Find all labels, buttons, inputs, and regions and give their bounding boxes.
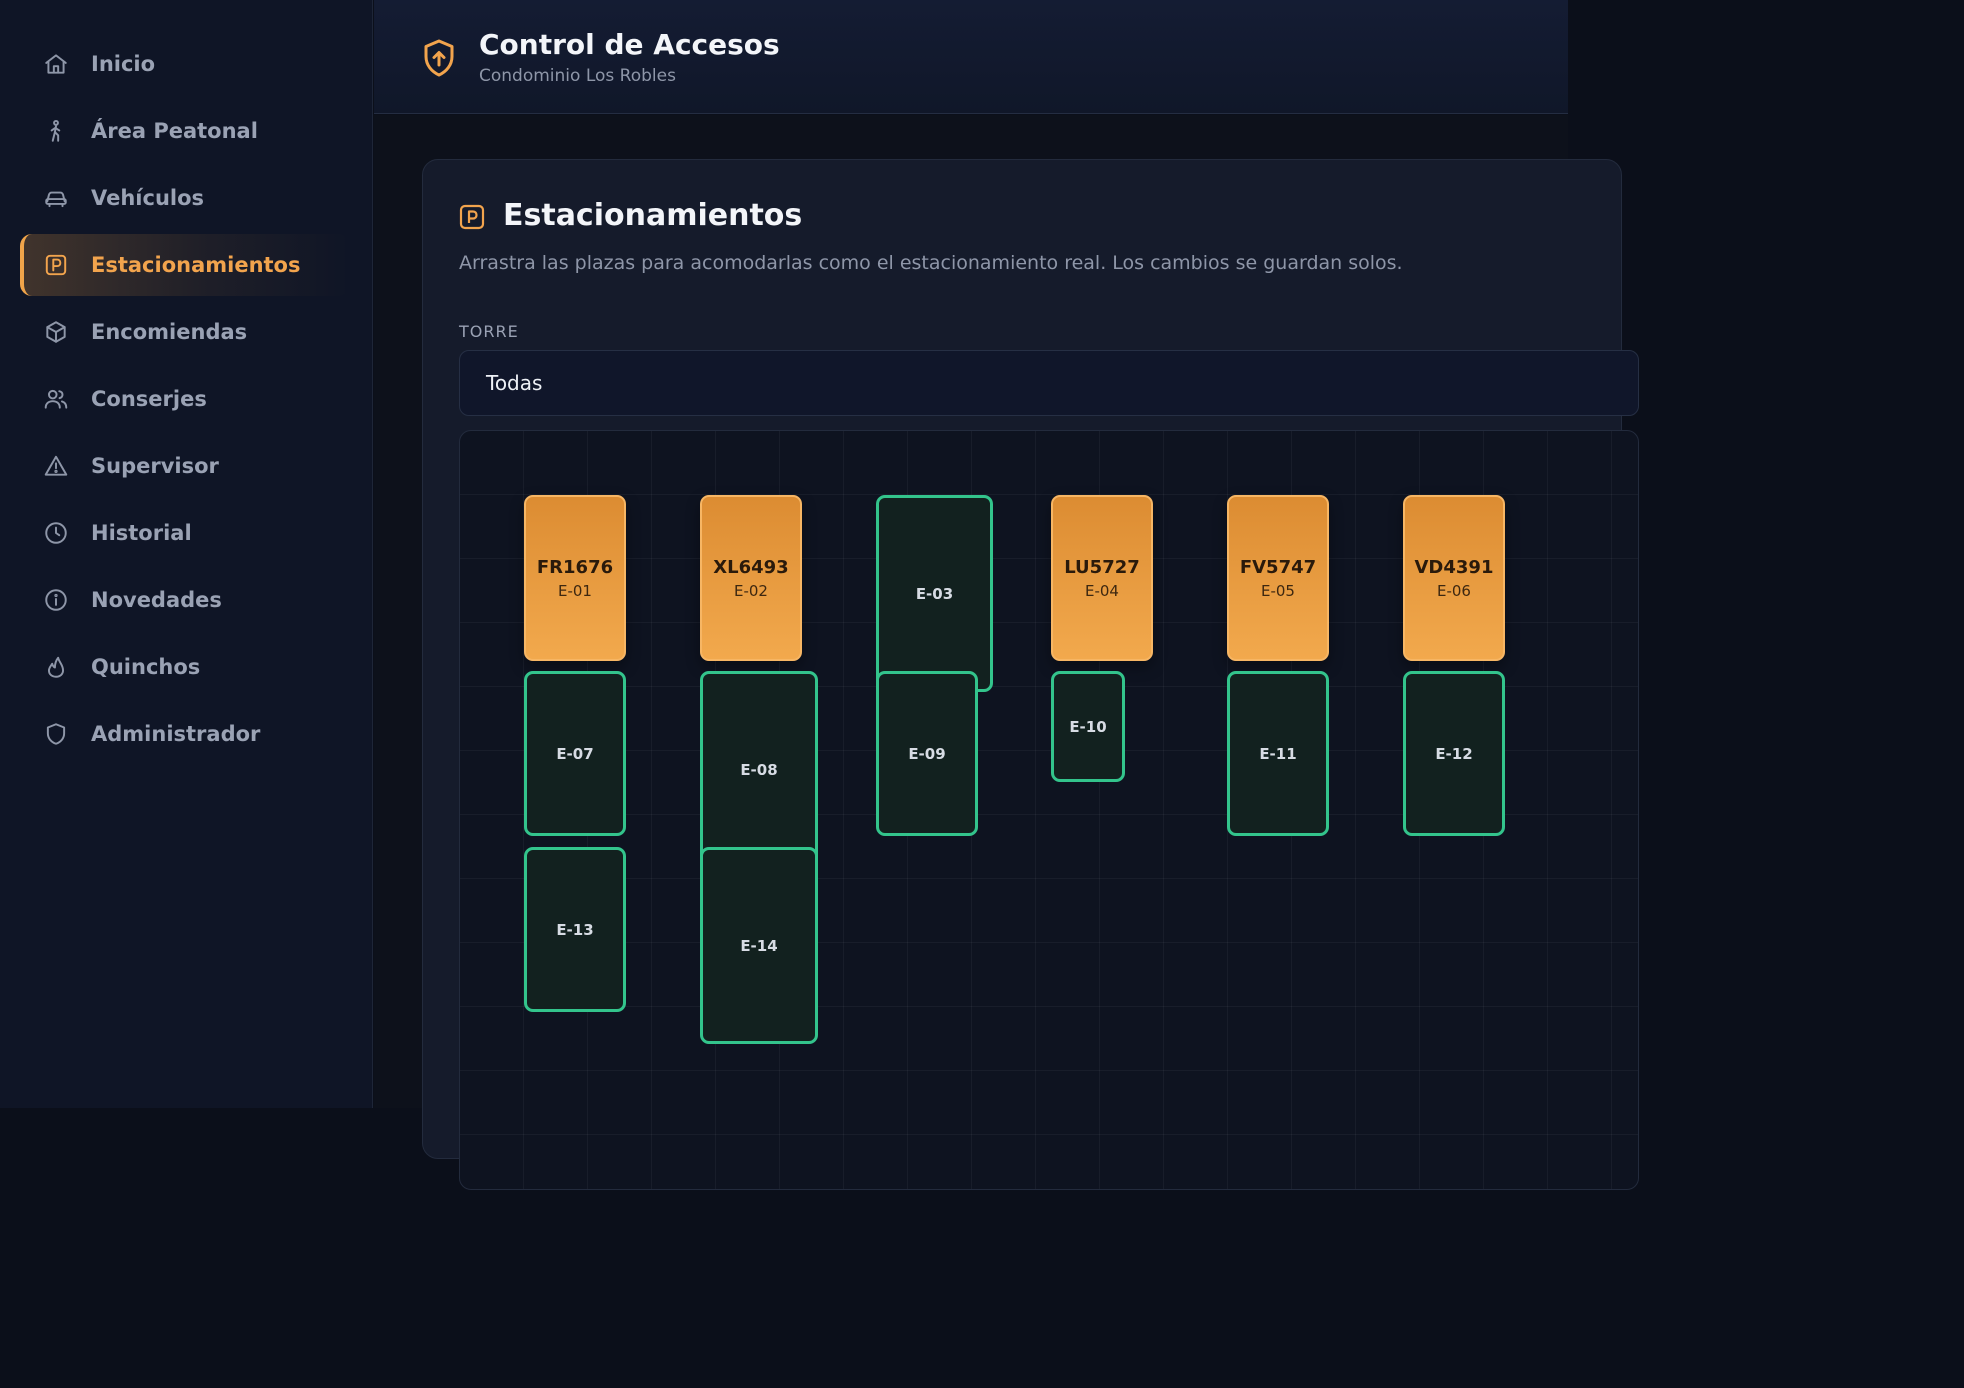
sidebar-item-label: Supervisor	[91, 454, 219, 478]
warning-icon	[42, 452, 70, 480]
parking-spot-e-01[interactable]: FR1676 E-01	[524, 495, 626, 661]
sidebar-item-quinchos[interactable]: Quinchos	[20, 636, 350, 698]
sidebar-item-vehiculos[interactable]: Vehículos	[20, 167, 350, 229]
sidebar-item-estacionamientos[interactable]: Estacionamientos	[20, 234, 350, 296]
parking-spot-e-02[interactable]: XL6493 E-02	[700, 495, 802, 661]
sidebar-item-supervisor[interactable]: Supervisor	[20, 435, 350, 497]
flame-icon	[42, 653, 70, 681]
parking-spot-e-07[interactable]: E-07	[524, 671, 626, 836]
spot-code: E-01	[558, 581, 592, 600]
spot-code: E-13	[556, 920, 594, 939]
sidebar-item-label: Encomiendas	[91, 320, 248, 344]
home-icon	[42, 50, 70, 78]
sidebar-item-label: Conserjes	[91, 387, 207, 411]
spot-code: E-12	[1435, 744, 1473, 763]
spot-plate: LU5727	[1064, 556, 1140, 578]
sidebar-item-label: Historial	[91, 521, 192, 545]
spot-code: E-14	[740, 936, 778, 955]
info-icon	[42, 586, 70, 614]
spot-plate: XL6493	[713, 556, 789, 578]
parking-spot-e-14[interactable]: E-14	[700, 847, 818, 1044]
spot-code: E-02	[734, 581, 768, 600]
spot-code: E-04	[1085, 581, 1119, 600]
parking-spot-e-11[interactable]: E-11	[1227, 671, 1329, 836]
users-icon	[42, 385, 70, 413]
parking-spot-e-08[interactable]: E-08	[700, 671, 818, 868]
app: Inicio Área Peatonal Vehículos Estaciona…	[0, 0, 1639, 1190]
section-title: Estacionamientos	[503, 198, 803, 233]
spot-code: E-05	[1261, 581, 1295, 600]
parking-spot-e-10[interactable]: E-10	[1051, 671, 1125, 782]
spot-plate: FV5747	[1239, 556, 1317, 578]
parking-spot-e-12[interactable]: E-12	[1403, 671, 1505, 836]
sidebar-item-label: Inicio	[91, 52, 156, 76]
parking-icon	[459, 204, 485, 230]
spot-code: E-08	[740, 760, 778, 779]
spot-code: E-06	[1437, 581, 1471, 600]
parking-card: Estacionamientos Arrastra las plazas par…	[422, 159, 1639, 1190]
sidebar-item-label: Área Peatonal	[91, 119, 258, 143]
car-icon	[42, 184, 70, 212]
parking-grid[interactable]: FR1676 E-01 XL6493 E-02 E-03 LU5727 E-04…	[459, 430, 1639, 1190]
sidebar-item-encomiendas[interactable]: Encomiendas	[20, 301, 350, 363]
parking-spot-e-13[interactable]: E-13	[524, 847, 626, 1012]
sidebar-item-historial[interactable]: Historial	[20, 502, 350, 564]
section-description: Arrastra las plazas para acomodarlas com…	[459, 252, 1403, 274]
parking-spot-e-09[interactable]: E-09	[876, 671, 978, 836]
sidebar-item-administrador[interactable]: Administrador	[20, 703, 350, 765]
parking-icon	[42, 251, 70, 279]
parking-spot-e-05[interactable]: FV5747 E-05	[1227, 495, 1329, 661]
package-icon	[42, 318, 70, 346]
walking-icon	[42, 117, 70, 145]
main-content: Estacionamientos Arrastra las plazas par…	[374, 115, 1639, 1190]
spot-plate: FR1676	[536, 556, 614, 578]
spot-code: E-07	[556, 744, 594, 763]
tower-label: TORRE	[459, 322, 519, 341]
shield-arrow-icon	[424, 39, 454, 77]
tower-select[interactable]: Todas	[459, 350, 1639, 416]
sidebar-item-label: Estacionamientos	[91, 253, 301, 277]
spot-code: E-11	[1259, 744, 1297, 763]
sidebar-item-label: Vehículos	[91, 186, 205, 210]
sidebar-item-label: Administrador	[91, 722, 261, 746]
shield-icon	[42, 720, 70, 748]
sidebar-item-label: Novedades	[91, 588, 222, 612]
sidebar-item-label: Quinchos	[91, 655, 201, 679]
parking-spot-e-03[interactable]: E-03	[876, 495, 993, 692]
spot-code: E-03	[915, 584, 954, 603]
sidebar-item-novedades[interactable]: Novedades	[20, 569, 350, 631]
sidebar-item-conserjes[interactable]: Conserjes	[20, 368, 350, 430]
app-header: Control de Accesos Condominio Los Robles	[374, 0, 1568, 114]
spot-plate: VD4391	[1414, 556, 1494, 578]
sidebar-item-inicio[interactable]: Inicio	[20, 33, 350, 95]
parking-spot-e-04[interactable]: LU5727 E-04	[1051, 495, 1153, 661]
app-subtitle: Condominio Los Robles	[479, 66, 676, 86]
parking-spot-e-06[interactable]: VD4391 E-06	[1403, 495, 1505, 661]
app-title: Control de Accesos	[479, 28, 780, 61]
clock-icon	[42, 519, 70, 547]
spot-code: E-09	[908, 744, 946, 763]
sidebar: Inicio Área Peatonal Vehículos Estaciona…	[0, 0, 373, 1108]
spot-code: E-10	[1069, 717, 1107, 736]
sidebar-item-area-peatonal[interactable]: Área Peatonal	[20, 100, 350, 162]
